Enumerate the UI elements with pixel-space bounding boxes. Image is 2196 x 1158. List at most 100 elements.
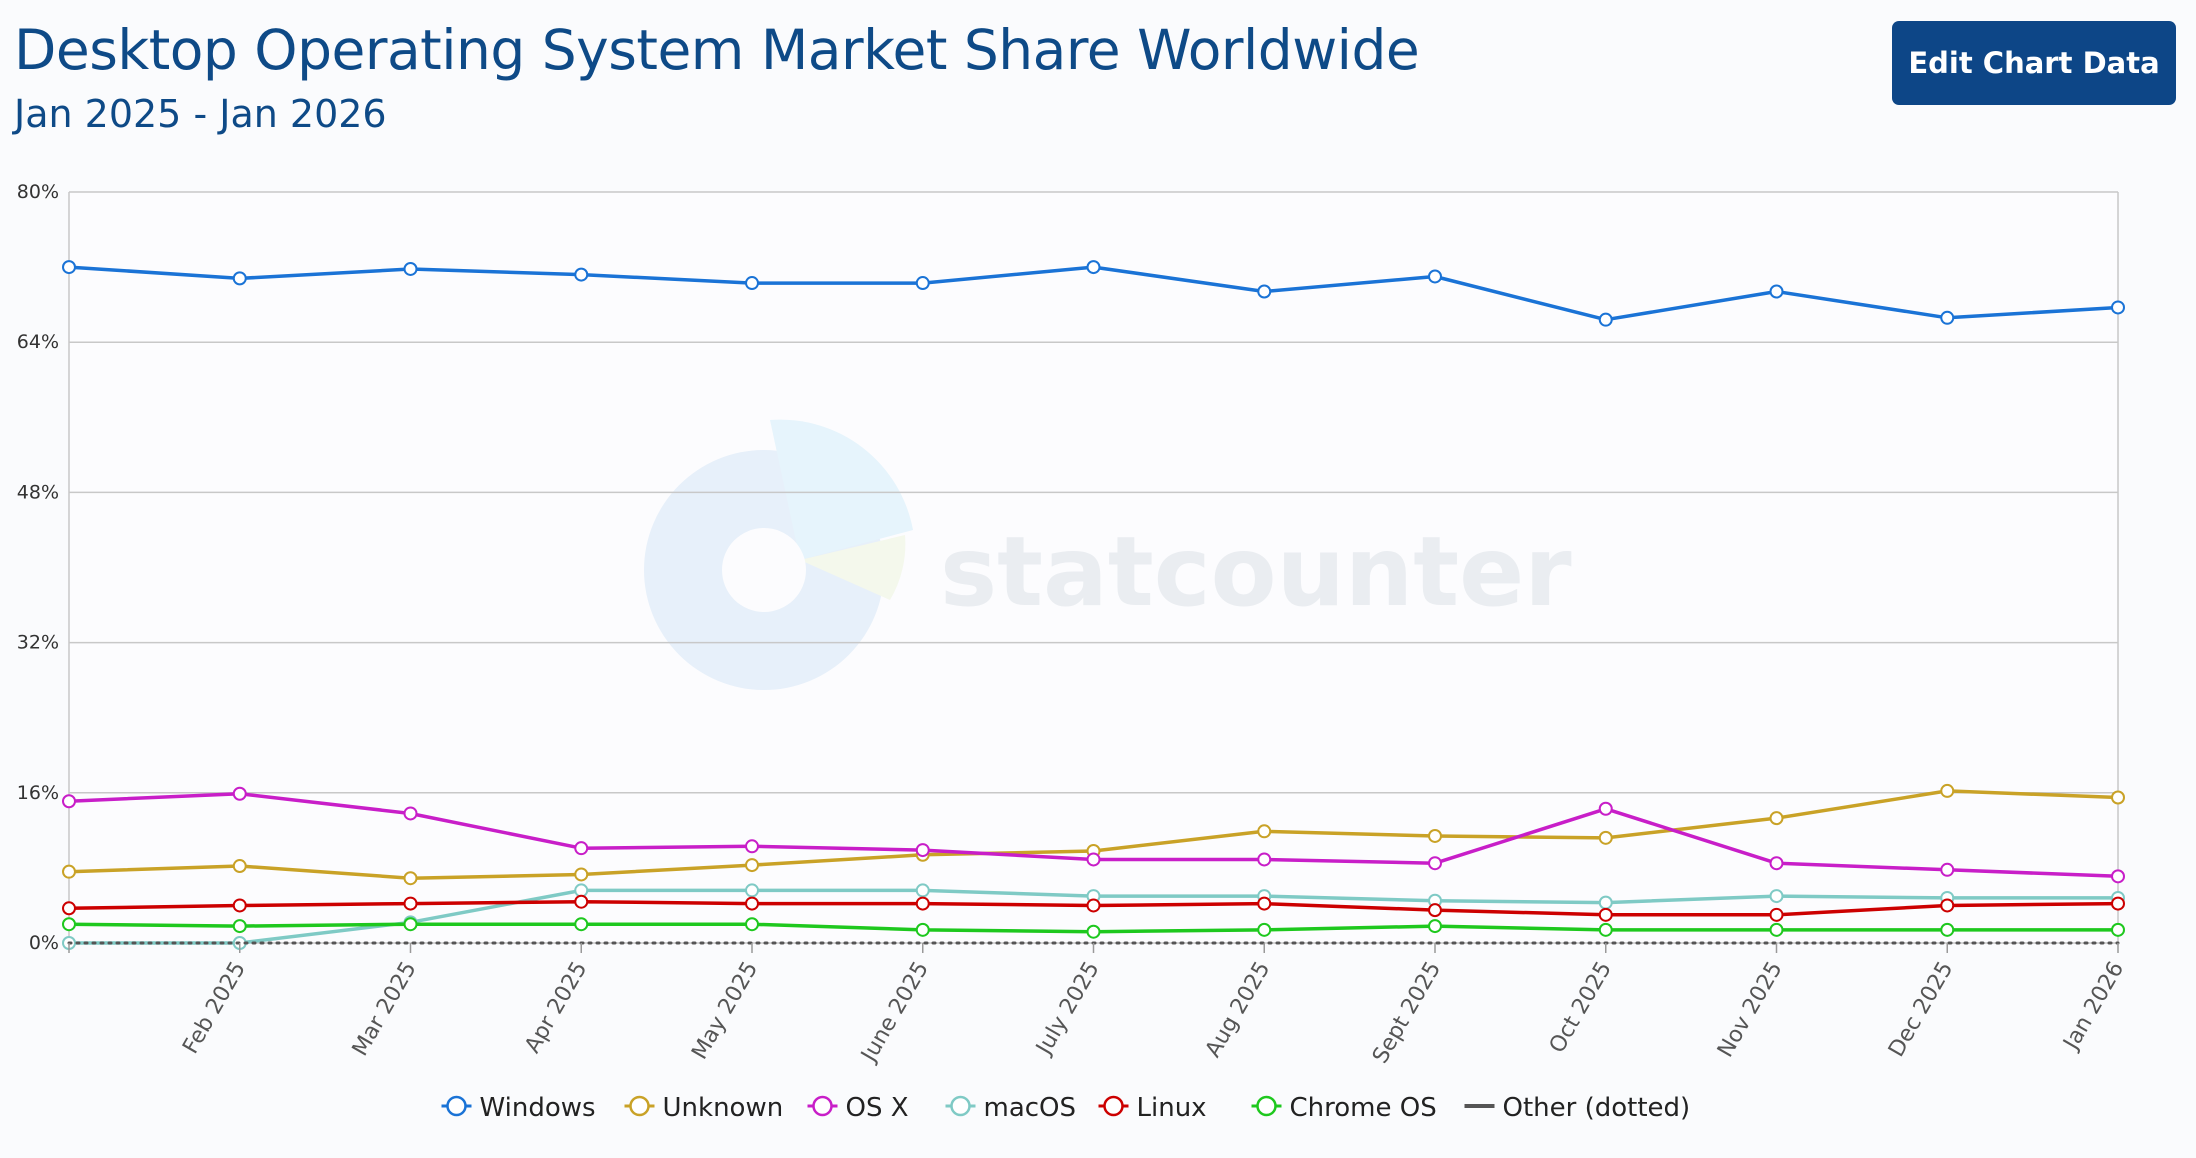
data-point-windows (745, 276, 759, 291)
data-point-os-x (1428, 856, 1442, 871)
legend-item-os-x[interactable]: OS X (807, 1093, 909, 1123)
x-tick-label: Apr 2025 (520, 958, 592, 1058)
legend-item-windows[interactable]: Windows (441, 1093, 596, 1123)
legend-item-unknown[interactable]: Unknown (624, 1093, 784, 1123)
legend-label: OS X (846, 1093, 909, 1123)
statcounter-watermark: statcounter (644, 419, 1572, 690)
x-tick-label: Nov 2025 (1713, 958, 1788, 1062)
y-tick-label: 48% (17, 481, 59, 503)
chart-title: Desktop Operating System Market Share Wo… (14, 18, 1420, 82)
legend-item-linux[interactable]: Linux (1098, 1093, 1207, 1123)
legend-item-chrome-os[interactable]: Chrome OS (1251, 1093, 1437, 1123)
y-tick-label: 80% (17, 181, 59, 203)
data-point-macos (745, 883, 759, 898)
data-point-linux (915, 896, 930, 911)
legend-label: macOS (984, 1093, 1077, 1123)
data-point-os-x (574, 841, 589, 856)
data-point-chrome-os (62, 917, 76, 932)
data-point-unknown (403, 871, 418, 886)
legend-label: Chrome OS (1290, 1093, 1437, 1123)
data-point-chrome-os (1598, 922, 1613, 937)
data-point-windows (1598, 312, 1613, 327)
data-point-windows (915, 276, 930, 291)
plot-area (69, 192, 2118, 943)
data-point-linux (1428, 903, 1442, 918)
data-point-windows (1428, 269, 1442, 284)
data-point-os-x (1940, 862, 1955, 877)
data-point-linux (1769, 907, 1784, 922)
x-tick-label: Feb 2025 (178, 958, 251, 1059)
data-point-os-x (1769, 856, 1784, 871)
data-point-chrome-os (1257, 922, 1272, 937)
x-tick-label: Aug 2025 (1201, 958, 1276, 1062)
legend-marker (446, 1095, 467, 1117)
data-point-linux (403, 896, 418, 911)
legend-marker (1256, 1095, 1277, 1117)
data-point-linux (745, 896, 759, 911)
data-point-unknown (232, 859, 247, 874)
data-point-windows (2111, 300, 2125, 315)
x-tick-label: Dec 2025 (1884, 958, 1958, 1062)
data-point-unknown (62, 864, 76, 879)
data-point-linux (1257, 896, 1272, 911)
watermark-logo-hole (722, 528, 806, 612)
data-point-macos (1769, 889, 1784, 904)
data-point-linux (574, 894, 589, 909)
data-point-chrome-os (1086, 924, 1101, 939)
data-point-chrome-os (1769, 922, 1784, 937)
y-tick-label: 0% (29, 932, 59, 954)
data-point-os-x (232, 786, 247, 801)
data-point-windows (1257, 284, 1272, 299)
x-tick-label: Jan 2026 (2058, 958, 2129, 1056)
data-point-os-x (745, 839, 759, 854)
edit-chart-data-button[interactable]: Edit Chart Data (1892, 21, 2176, 105)
data-point-os-x (1086, 852, 1101, 867)
data-point-linux (2111, 896, 2125, 911)
data-point-windows (62, 260, 76, 275)
legend-label: Linux (1137, 1093, 1207, 1123)
data-point-chrome-os (1428, 919, 1442, 934)
data-point-chrome-os (1940, 922, 1955, 937)
data-point-chrome-os (574, 917, 589, 932)
legend-label: Windows (480, 1093, 596, 1123)
legend-marker (629, 1095, 650, 1117)
data-point-linux (1598, 907, 1613, 922)
x-tick-label: Sept 2025 (1368, 958, 1446, 1068)
data-point-os-x (403, 806, 418, 821)
x-tick-label: May 2025 (687, 958, 763, 1064)
legend-label: Unknown (663, 1093, 784, 1123)
data-point-unknown (1257, 824, 1272, 839)
chart-legend: Windows Unknown OS X macOS Linux Chrome OS Oth… (441, 1093, 1691, 1123)
legend-item-other-dotted[interactable]: Other (dotted) (1464, 1093, 1691, 1123)
data-point-linux (1940, 898, 1955, 913)
x-tick-label: June 2025 (856, 958, 934, 1068)
x-tick-label: July 2025 (1031, 958, 1105, 1061)
data-point-windows (403, 261, 418, 276)
data-point-os-x (1257, 852, 1272, 867)
x-tick-label: Mar 2025 (348, 958, 422, 1061)
watermark-text: statcounter (940, 516, 1572, 628)
data-point-chrome-os (745, 917, 759, 932)
data-point-windows (232, 271, 247, 286)
y-tick-label: 32% (17, 632, 59, 654)
data-point-os-x (2111, 869, 2125, 884)
data-point-os-x (915, 843, 930, 858)
data-point-windows (1086, 260, 1101, 275)
data-point-linux (232, 898, 247, 913)
watermark-logo-slice (800, 535, 906, 600)
legend-marker (812, 1095, 833, 1117)
data-point-unknown (1769, 811, 1784, 826)
legend-item-macos[interactable]: macOS (945, 1093, 1077, 1123)
data-point-os-x (1598, 801, 1613, 816)
data-point-chrome-os (232, 919, 247, 934)
data-point-unknown (1940, 783, 1955, 798)
data-point-unknown (1428, 828, 1442, 843)
data-point-linux (62, 901, 76, 916)
data-point-os-x (62, 794, 76, 809)
data-point-macos (915, 883, 930, 898)
data-point-chrome-os (2111, 922, 2125, 937)
data-point-windows (574, 267, 589, 282)
data-point-unknown (745, 858, 759, 873)
legend-marker (950, 1095, 971, 1117)
